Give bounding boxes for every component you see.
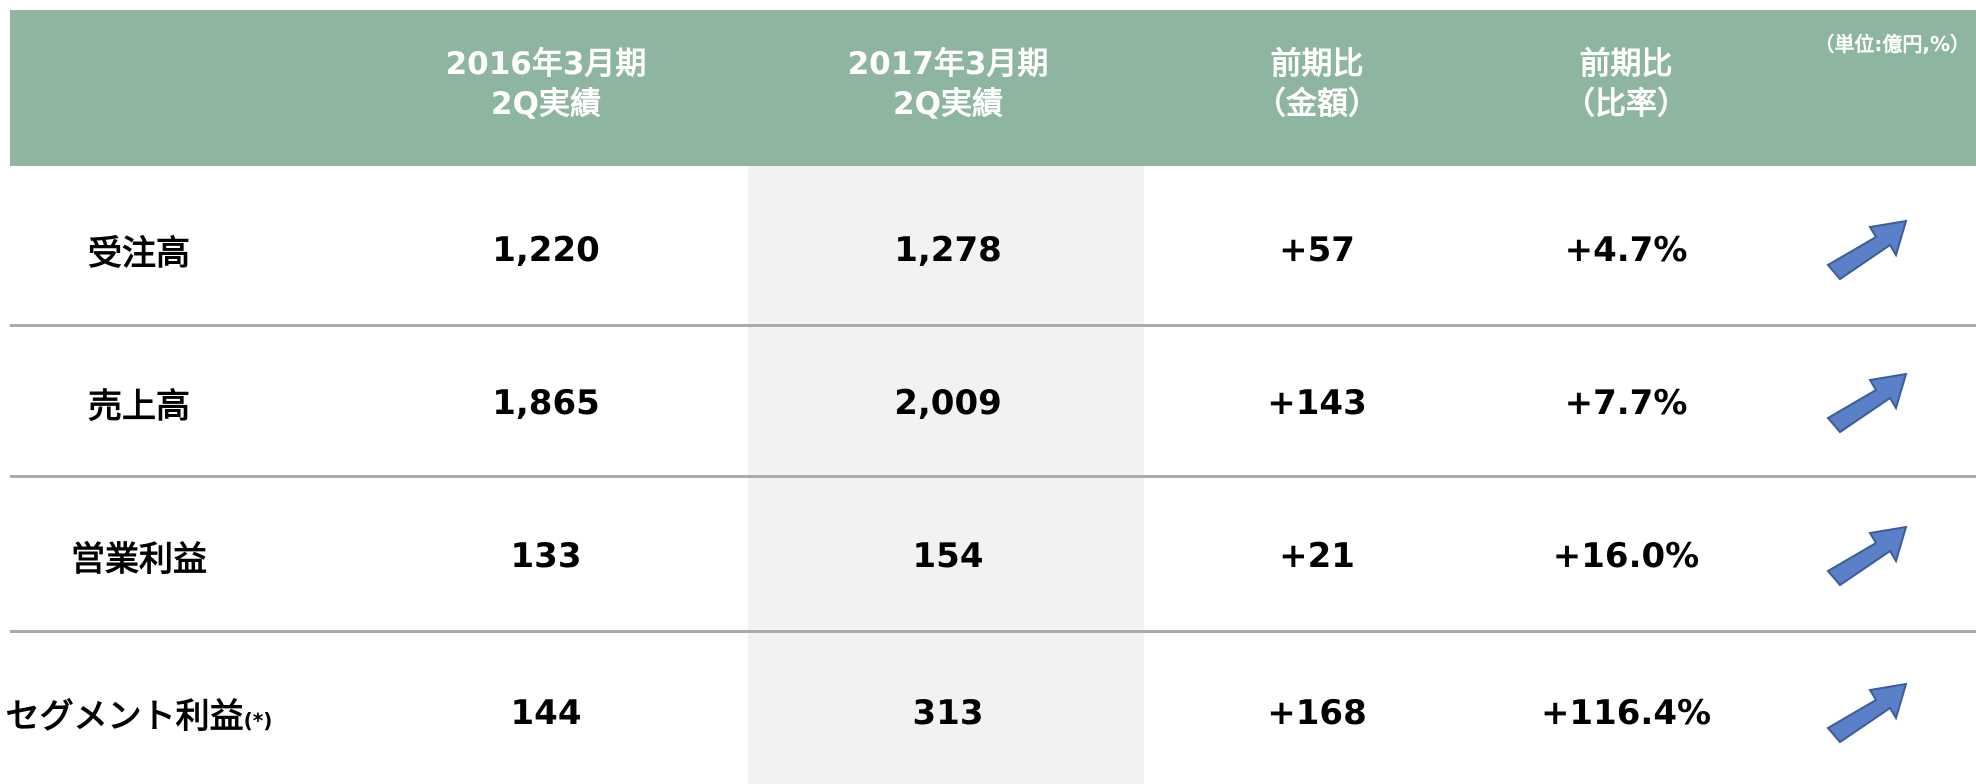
- column-header: 2017年3月期 2Q実績: [798, 44, 1098, 124]
- row-label: 受注高: [4, 226, 274, 275]
- column-header: 前期比 （金額）: [1167, 44, 1467, 124]
- row-label-note: (*): [243, 708, 273, 733]
- arrow-shape: [1826, 525, 1908, 587]
- column-header-line: （比率）: [1564, 86, 1688, 122]
- column-header-line: 2Q実績: [893, 86, 1003, 122]
- row-label-text: 売上高: [88, 386, 190, 427]
- column-header-line: 2017年3月期: [847, 46, 1049, 82]
- arrow-shape: [1826, 372, 1908, 434]
- up-arrow-icon: [1826, 219, 1908, 281]
- row-label-text: 営業利益: [71, 539, 207, 580]
- row-label: セグメント利益(*): [4, 689, 274, 738]
- value-cell: +16.0%: [1552, 536, 1700, 576]
- row-separator: [10, 475, 1976, 478]
- row-label: 売上高: [4, 379, 274, 428]
- value-cell: +4.7%: [1564, 230, 1688, 270]
- unit-note: （単位:億円,%）: [1814, 32, 1970, 56]
- row-label-text: 受注高: [88, 233, 190, 274]
- value-cell: +21: [1279, 536, 1355, 576]
- up-arrow-icon: [1826, 682, 1908, 744]
- column-header-line: 前期比: [1270, 46, 1364, 82]
- column-header: 前期比 （比率）: [1476, 44, 1776, 124]
- row-label: 営業利益: [4, 532, 274, 581]
- value-cell: +143: [1267, 383, 1367, 423]
- column-header-line: 2016年3月期: [445, 46, 647, 82]
- value-cell: 133: [510, 536, 582, 576]
- column-header-line: （金額）: [1255, 86, 1379, 122]
- value-cell: 1,278: [894, 230, 1002, 270]
- value-cell: +57: [1279, 230, 1355, 270]
- column-header-line: 前期比: [1579, 46, 1673, 82]
- value-cell: 1,220: [492, 230, 600, 270]
- value-cell: 154: [912, 536, 984, 576]
- arrow-shape: [1826, 682, 1908, 744]
- header-bar: [10, 10, 1976, 166]
- arrow-shape: [1826, 219, 1908, 281]
- row-separator: [10, 630, 1976, 633]
- column-header: 2016年3月期 2Q実績: [396, 44, 696, 124]
- value-cell: 313: [912, 693, 984, 733]
- value-cell: 2,009: [894, 383, 1002, 423]
- column-header-line: 2Q実績: [491, 86, 601, 122]
- up-arrow-icon: [1826, 372, 1908, 434]
- value-cell: 144: [510, 693, 582, 733]
- up-arrow-icon: [1826, 525, 1908, 587]
- row-label-text: セグメント利益: [5, 696, 244, 737]
- value-cell: +7.7%: [1564, 383, 1688, 423]
- value-cell: +116.4%: [1540, 693, 1712, 733]
- row-separator: [10, 324, 1976, 327]
- value-cell: 1,865: [492, 383, 600, 423]
- value-cell: +168: [1267, 693, 1367, 733]
